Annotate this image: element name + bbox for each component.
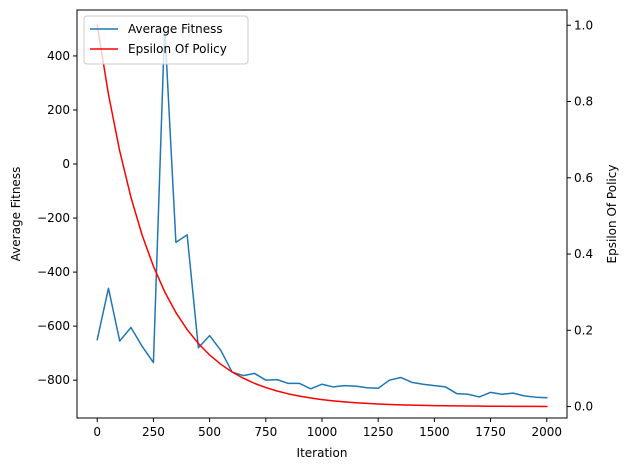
x-tick-label: 250 xyxy=(142,425,165,439)
x-tick-label: 0 xyxy=(93,425,101,439)
y-right-tick-label: 0.4 xyxy=(574,247,593,261)
y-right-ticks: 0.0 0.2 0.4 0.6 0.8 1.0 xyxy=(567,18,593,414)
y-left-tick-label: 400 xyxy=(47,49,70,63)
x-tick-label: 1250 xyxy=(363,425,394,439)
y-right-tick-label: 0.0 xyxy=(574,400,593,414)
x-tick-label: 1750 xyxy=(475,425,506,439)
y-left-tick-label: −200 xyxy=(37,211,70,225)
y-right-axis-title: Epsilon Of Policy xyxy=(605,165,619,264)
y-left-tick-label: −400 xyxy=(37,265,70,279)
legend-label-average-fitness: Average Fitness xyxy=(128,22,223,36)
series-layer xyxy=(96,24,548,408)
series-line-epsilon-of-policy xyxy=(96,24,548,408)
y-left-tick-label: 0 xyxy=(62,157,70,171)
y-right-tick-label: 0.8 xyxy=(574,95,593,109)
legend-box xyxy=(83,15,249,65)
y-left-axis-title: Average Fitness xyxy=(9,167,23,262)
x-tick-label: 1500 xyxy=(419,425,450,439)
y-left-tick-label: −800 xyxy=(37,373,70,387)
y-left-tick-label: −600 xyxy=(37,319,70,333)
x-axis-title: Iteration xyxy=(297,446,348,460)
x-tick-label: 750 xyxy=(254,425,277,439)
legend-label-epsilon-of-policy: Epsilon Of Policy xyxy=(128,42,227,56)
x-ticks: 0 250 500 750 1000 1250 1500 1750 2000 xyxy=(93,418,562,439)
y-right-tick-label: 1.0 xyxy=(574,18,593,32)
y-right-tick-label: 0.2 xyxy=(574,323,593,337)
legend: Average Fitness Epsilon Of Policy xyxy=(83,15,249,65)
plot-area xyxy=(76,9,568,419)
y-left-tick-label: 200 xyxy=(47,103,70,117)
series-line-average-fitness xyxy=(96,25,548,399)
x-tick-label: 500 xyxy=(198,425,221,439)
x-tick-label: 2000 xyxy=(531,425,562,439)
x-tick-label: 1000 xyxy=(307,425,338,439)
y-right-tick-label: 0.6 xyxy=(574,171,593,185)
y-left-ticks: −800 −600 −400 −200 0 200 400 xyxy=(37,49,77,387)
